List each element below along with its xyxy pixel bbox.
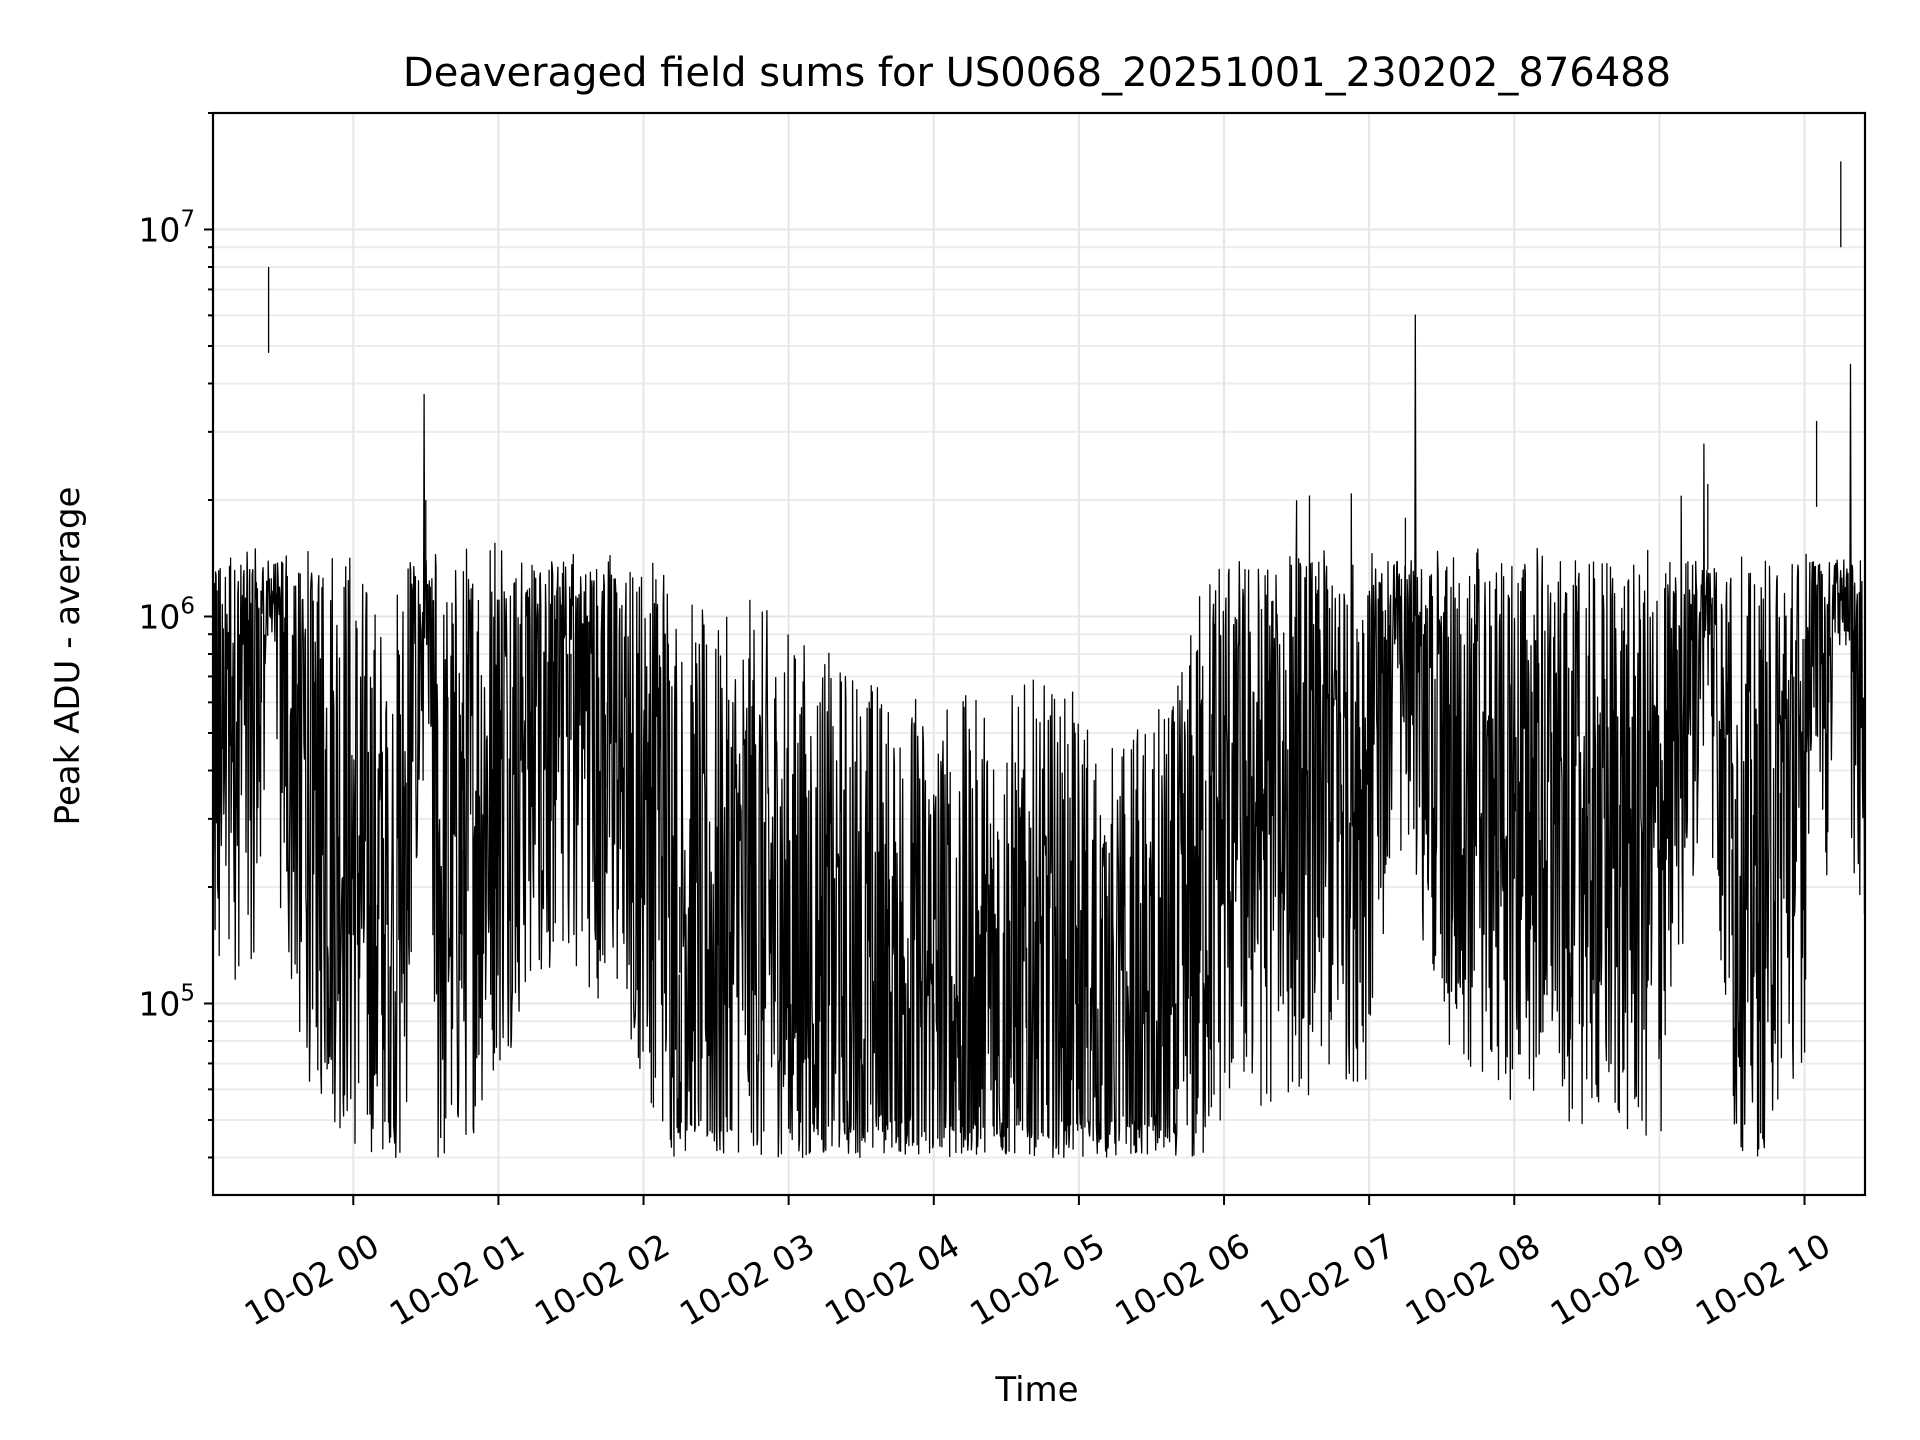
y-axis-label: Peak ADU - average xyxy=(48,487,88,826)
series-line xyxy=(212,314,1866,1159)
y-tick-label: 107 xyxy=(138,206,195,249)
x-axis-label: Time xyxy=(994,1370,1078,1410)
y-tick-label: 106 xyxy=(138,593,195,636)
y-tick-label: 105 xyxy=(138,980,195,1023)
chart-title: Deaveraged field sums for US0068_2025100… xyxy=(403,50,1671,96)
